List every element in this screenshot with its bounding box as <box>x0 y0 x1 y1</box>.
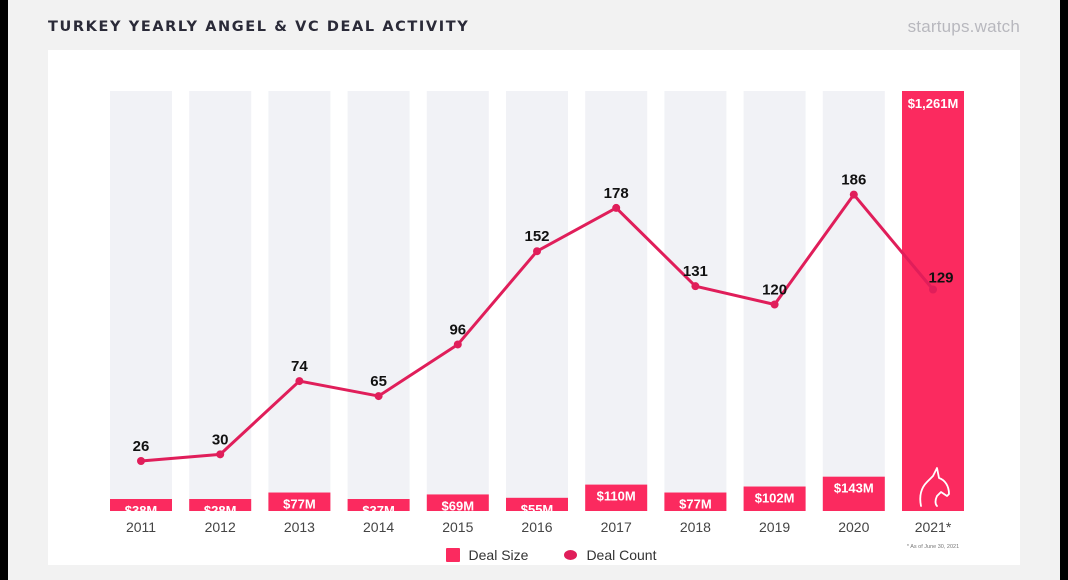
deal-count-point-9 <box>849 190 858 199</box>
deal-size-bar-2 <box>268 492 331 511</box>
deal-count-point-3 <box>374 392 383 401</box>
deal-size-label-9: $143M <box>834 481 874 496</box>
deal-size-label-6: $110M <box>597 489 636 504</box>
bar-background-0 <box>110 91 172 511</box>
x-tick-label-10: 2021* <box>915 519 952 535</box>
bar-background-5 <box>506 91 568 511</box>
x-tick-label-5: 2016 <box>521 519 552 535</box>
legend-item-deal-count: Deal Count <box>564 547 656 563</box>
deal-count-point-10 <box>929 285 937 294</box>
deal-count-label-8: 120 <box>762 281 787 298</box>
deal-size-bar-3 <box>347 499 410 511</box>
deal-count-label-7: 131 <box>683 263 708 280</box>
bar-background-4 <box>426 91 489 511</box>
bar-background-3 <box>347 91 410 511</box>
deal-count-label-5: 152 <box>524 228 549 245</box>
legend-swatch-bar <box>445 548 460 562</box>
x-tick-label-2: 2013 <box>284 519 315 535</box>
deal-count-label-9: 186 <box>841 172 866 189</box>
bar-background-7 <box>664 91 727 511</box>
bar-background-6 <box>585 91 648 511</box>
x-tick-label-1: 2012 <box>205 519 236 535</box>
deal-size-label-1: $28M <box>204 503 237 518</box>
deal-count-label-3: 65 <box>370 373 387 390</box>
deal-size-label-3: $37M <box>362 503 395 518</box>
deal-count-label-1: 30 <box>212 431 229 448</box>
deal-size-label-5: $55M <box>521 502 554 517</box>
bar-background-2 <box>268 91 331 511</box>
x-tick-label-8: 2019 <box>759 519 790 535</box>
deal-size-bar-1 <box>189 499 252 511</box>
deal-count-label-6: 178 <box>604 185 629 202</box>
chart-page: TURKEY YEARLY ANGEL & VC DEAL ACTIVITY s… <box>8 0 1060 580</box>
deal-size-bar-4 <box>426 494 489 511</box>
deal-size-bar-10 <box>902 91 964 511</box>
deal-count-point-5 <box>533 247 541 256</box>
deal-count-label-0: 26 <box>133 438 150 455</box>
deal-count-point-1 <box>216 450 225 459</box>
chart-title: TURKEY YEARLY ANGEL & VC DEAL ACTIVITY <box>48 19 470 35</box>
unicorn-icon <box>919 467 950 507</box>
legend-label-deal-size: Deal Size <box>468 547 529 563</box>
deal-count-point-2 <box>295 377 304 386</box>
deal-size-label-10: $1,261M <box>908 96 959 111</box>
deal-count-point-7 <box>691 282 700 291</box>
brand-logo: startups.watch <box>907 17 1020 36</box>
x-tick-label-7: 2018 <box>680 519 711 535</box>
x-tick-label-3: 2014 <box>363 519 394 535</box>
deal-size-label-0: $38M <box>125 503 158 518</box>
x-tick-label-4: 2015 <box>442 519 473 535</box>
x-tick-label-0: 2011 <box>126 519 156 535</box>
legend-item-deal-size: Deal Size <box>445 547 529 563</box>
chart-legend: Deal Size Deal Count <box>8 547 1060 563</box>
deal-count-point-4 <box>453 340 462 349</box>
deal-size-label-2: $77M <box>283 497 316 512</box>
deal-size-bar-0 <box>110 499 172 511</box>
deal-count-point-8 <box>770 300 779 309</box>
deal-count-label-10: 129 <box>928 270 953 287</box>
x-tick-label-6: 2017 <box>601 519 632 535</box>
deal-count-label-2: 74 <box>291 358 308 375</box>
deal-count-label-4: 96 <box>449 321 466 338</box>
bar-background-9 <box>822 91 885 511</box>
legend-label-deal-count: Deal Count <box>586 547 657 563</box>
deal-size-label-4: $69M <box>442 498 475 513</box>
deal-size-bar-5 <box>506 497 568 511</box>
deal-size-label-7: $77M <box>679 497 712 512</box>
deal-size-bar-8 <box>743 486 806 511</box>
deal-count-point-0 <box>137 457 145 465</box>
footnote-text: * As of June 30, 2021 <box>907 544 959 550</box>
bar-background-1 <box>189 91 252 511</box>
deal-size-bar-9 <box>822 476 885 511</box>
legend-swatch-dot <box>564 550 578 560</box>
x-tick-label-9: 2020 <box>838 519 869 535</box>
deal-size-bar-6 <box>585 484 648 511</box>
deal-size-label-8: $102M <box>755 491 795 506</box>
deal-size-bar-7 <box>664 492 727 511</box>
deal-count-point-6 <box>612 203 621 212</box>
